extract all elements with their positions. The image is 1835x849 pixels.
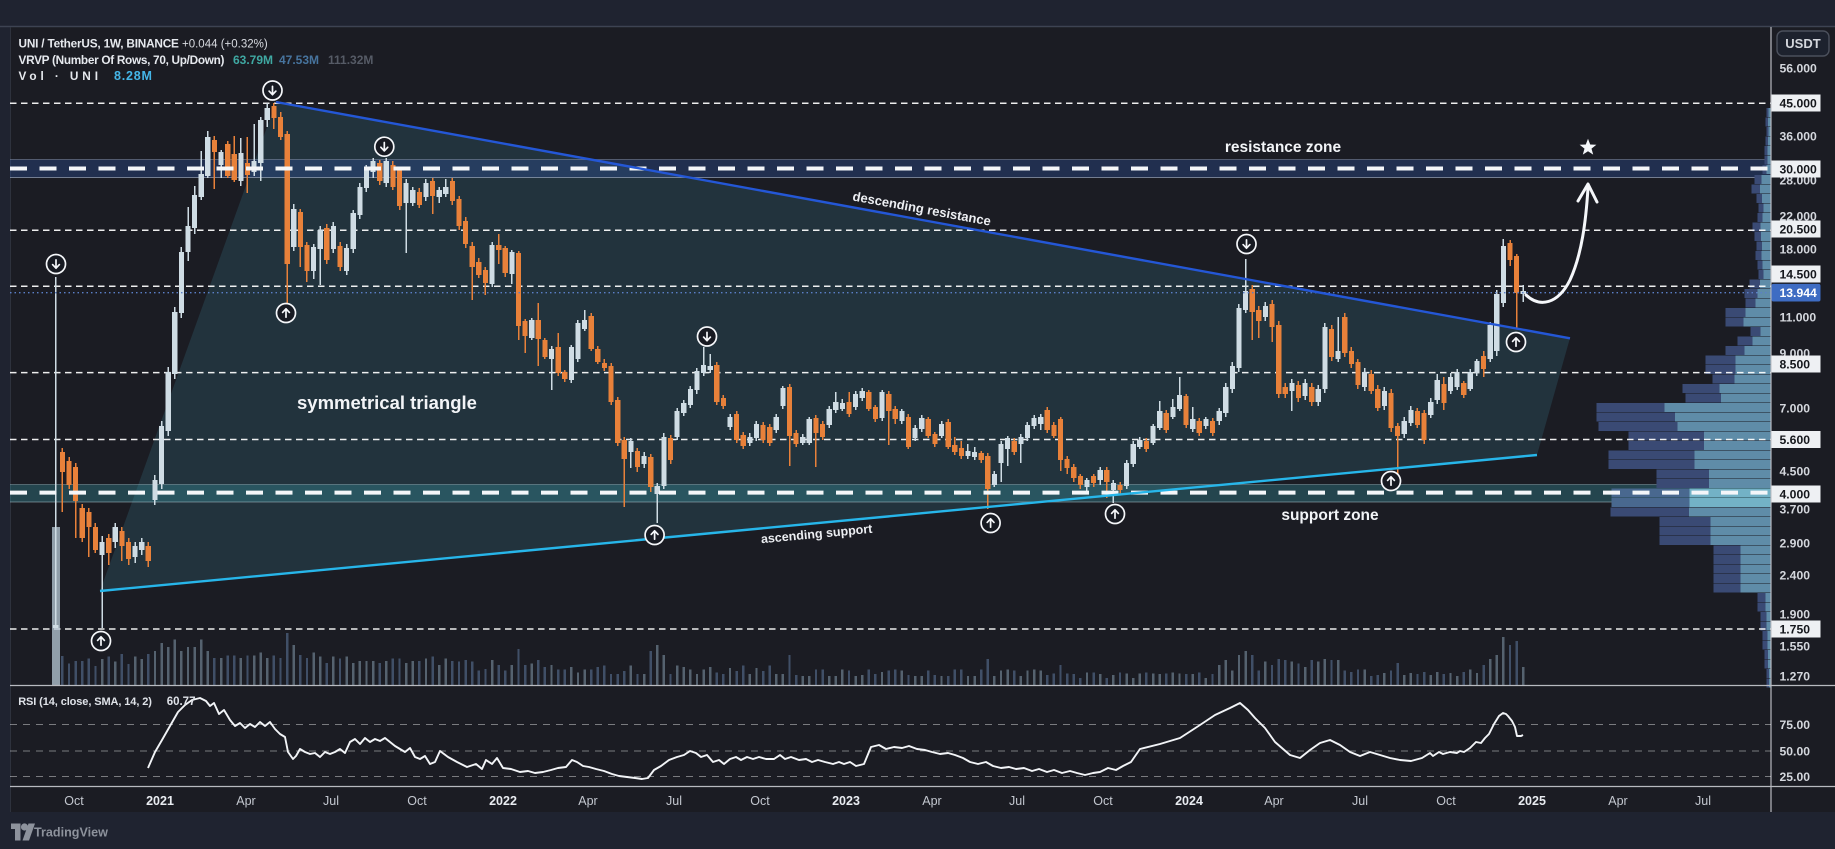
svg-text:18.000: 18.000 [1780,242,1817,256]
svg-text:47.53M: 47.53M [279,53,319,67]
svg-text:63.79M: 63.79M [233,53,273,67]
svg-text:8.28M: 8.28M [114,69,153,83]
svg-text:Jul: Jul [666,794,682,808]
svg-text:USDT: USDT [1785,36,1820,51]
svg-text:Oct: Oct [64,794,84,808]
svg-text:30.000: 30.000 [1780,162,1817,176]
svg-text:5.600: 5.600 [1780,433,1811,447]
svg-text:3.700: 3.700 [1780,502,1811,516]
svg-text:Jul: Jul [1009,794,1025,808]
svg-text:36.000: 36.000 [1780,129,1817,143]
svg-text:RSI (14, close, SMA, 14, 2): RSI (14, close, SMA, 14, 2) [18,696,152,708]
svg-text:VRVP (Number Of Rows, 70, Up/D: VRVP (Number Of Rows, 70, Up/Down) [19,53,225,67]
svg-text:Jul: Jul [1695,794,1711,808]
svg-text:resistance zone: resistance zone [1225,139,1342,156]
svg-text:Oct: Oct [1093,794,1113,808]
svg-text:60.77: 60.77 [167,696,196,708]
svg-text:1.900: 1.900 [1780,607,1811,621]
svg-text:2025: 2025 [1518,794,1546,808]
svg-text:2024: 2024 [1175,794,1203,808]
svg-text:Jul: Jul [323,794,339,808]
svg-text:Apr: Apr [922,794,941,808]
svg-text:symmetrical triangle: symmetrical triangle [297,392,477,413]
svg-text:45.000: 45.000 [1780,96,1817,110]
svg-text:Oct: Oct [407,794,427,808]
svg-text:111.32M: 111.32M [328,53,373,67]
svg-text:20.500: 20.500 [1780,222,1817,236]
svg-text:75.00: 75.00 [1780,718,1811,732]
svg-text:Vol · UNI: Vol · UNI [19,69,102,83]
svg-text:UNI / TetherUS, 1W, BINANCE: UNI / TetherUS, 1W, BINANCE [19,37,180,51]
svg-text:Apr: Apr [1264,794,1283,808]
svg-text:+0.044 (+0.32%): +0.044 (+0.32%) [182,39,268,51]
svg-text:2023: 2023 [832,794,860,808]
svg-text:50.00: 50.00 [1780,744,1811,758]
svg-text:14.500: 14.500 [1780,267,1817,281]
svg-text:Oct: Oct [750,794,770,808]
svg-text:1.270: 1.270 [1780,669,1811,683]
svg-text:2.400: 2.400 [1780,568,1811,582]
svg-text:8.500: 8.500 [1780,357,1811,371]
svg-text:1.750: 1.750 [1780,622,1811,636]
svg-text:Oct: Oct [1436,794,1456,808]
svg-text:TradingView: TradingView [34,826,108,840]
svg-text:Jul: Jul [1352,794,1368,808]
svg-text:support zone: support zone [1281,507,1379,524]
svg-text:4.000: 4.000 [1780,487,1811,501]
svg-text:13.944: 13.944 [1780,286,1817,300]
svg-text:2021: 2021 [146,794,174,808]
svg-text:25.00: 25.00 [1780,770,1811,784]
svg-text:22.000: 22.000 [1780,209,1817,223]
svg-text:4.500: 4.500 [1780,464,1811,478]
svg-text:11.000: 11.000 [1780,310,1817,324]
svg-text:Apr: Apr [236,794,255,808]
svg-text:7.000: 7.000 [1780,401,1811,415]
svg-text:Apr: Apr [578,794,597,808]
svg-text:1.550: 1.550 [1780,639,1811,653]
svg-text:2022: 2022 [489,794,517,808]
svg-text:56.000: 56.000 [1780,61,1817,75]
svg-text:2.900: 2.900 [1780,536,1811,550]
svg-text:Apr: Apr [1608,794,1627,808]
